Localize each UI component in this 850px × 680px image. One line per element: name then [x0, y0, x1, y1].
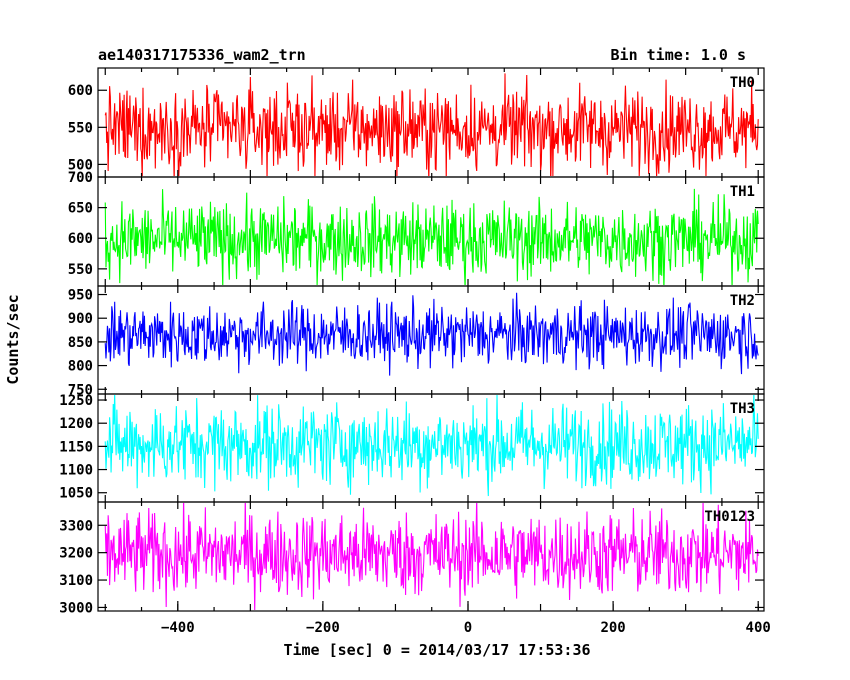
- panel-label-th3: TH3: [730, 401, 755, 417]
- y-tick-label: 600: [68, 231, 93, 247]
- y-tick-label: 900: [68, 311, 93, 327]
- y-tick-label: 1100: [59, 463, 93, 479]
- panel-th0123: 3000 3100 3200 3300 TH0123: [59, 501, 765, 616]
- panel-label-th0123: TH0123: [704, 509, 755, 525]
- x-axis-label: Time [sec] 0 = 2014/03/17 17:53:36: [283, 641, 590, 659]
- panel-label-th1: TH1: [730, 184, 755, 200]
- panel-th2: 750 800 850 900 950 TH2: [68, 285, 765, 398]
- panel-label-th0: TH0: [730, 75, 755, 91]
- y-tick-label: 650: [68, 201, 93, 217]
- panel-label-th2: TH2: [730, 293, 755, 309]
- y-tick-label: 600: [68, 83, 93, 99]
- panel-th0: 500 550 600 TH0: [68, 67, 765, 178]
- x-tick-label: 200: [600, 620, 625, 636]
- y-tick-label: 950: [68, 288, 93, 304]
- series-th2: [104, 292, 759, 376]
- chart-title: ae140317175336_wam2_trn: [98, 46, 306, 64]
- y-tick-label: 550: [68, 120, 93, 136]
- panel-th1: 550 600 650 700 TH1: [68, 170, 765, 287]
- y-tick-label: 550: [68, 262, 93, 278]
- x-tick-label: −200: [306, 620, 340, 636]
- y-tick-label: 800: [68, 359, 93, 375]
- y-tick-label: 850: [68, 335, 93, 351]
- y-tick-label: 1250: [59, 393, 93, 409]
- bin-time-label: Bin time: 1.0 s: [611, 46, 746, 64]
- panel-frame: [97, 501, 765, 612]
- y-axis-label: Counts/sec: [4, 294, 22, 384]
- y-tick-label: 1050: [59, 486, 93, 502]
- x-tick-label: 0: [464, 620, 472, 636]
- x-tick-label: 400: [746, 620, 771, 636]
- y-tick-label: 3000: [59, 600, 93, 616]
- x-axis-ticks: −400 −200 0 200 400: [161, 601, 771, 636]
- panel-th3: 1050 1100 1150 1200 1250 TH3: [59, 393, 765, 503]
- x-tick-label: −400: [161, 620, 195, 636]
- y-tick-label: 3100: [59, 573, 93, 589]
- series-th0123: [104, 503, 759, 610]
- y-tick-label: 700: [68, 170, 93, 186]
- y-tick-label: 1150: [59, 439, 93, 455]
- y-tick-label: 750: [68, 382, 93, 398]
- series-th3: [104, 395, 759, 497]
- y-tick-label: 3300: [59, 518, 93, 534]
- series-th1: [104, 188, 759, 285]
- series-th0: [104, 73, 759, 176]
- panels: 500 550 600 TH0 550 600 650 700 TH1 750 800 850 900 9…: [59, 67, 765, 616]
- y-tick-label: 1200: [59, 416, 93, 432]
- y-tick-label: 500: [68, 157, 93, 173]
- y-tick-label: 3200: [59, 546, 93, 562]
